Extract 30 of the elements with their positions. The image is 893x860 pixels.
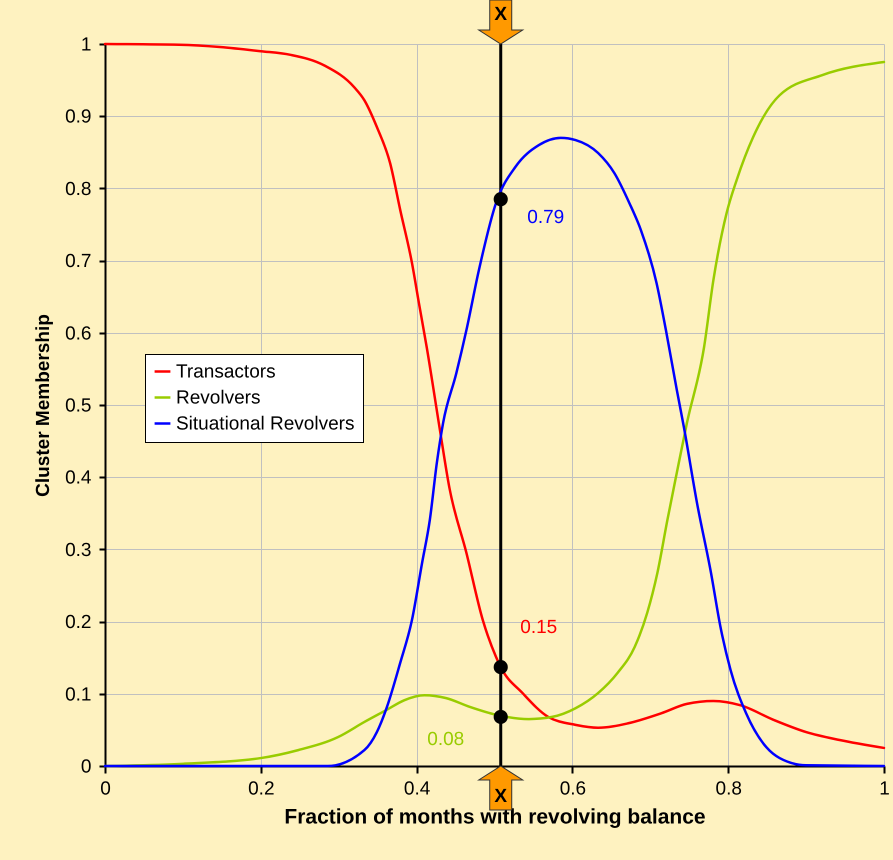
legend-label: Revolvers — [176, 388, 260, 408]
x-tick-label: 0.4 — [404, 778, 431, 800]
y-tick-label: 0.3 — [65, 540, 92, 561]
x-tick-label: 0 — [100, 778, 111, 800]
legend-label: Situational Revolvers — [176, 414, 354, 434]
point — [494, 660, 508, 674]
x-tick-label: 0.8 — [715, 778, 742, 800]
y-tick-label: 0.4 — [65, 468, 92, 489]
point — [494, 710, 508, 724]
point — [494, 192, 508, 206]
ref-line-label: X — [494, 4, 508, 25]
y-tick-label: 0.8 — [65, 178, 92, 200]
y-axis-title: Cluster Membership — [33, 314, 54, 497]
y-tick-label: 0 — [80, 756, 92, 778]
x-axis-title: Fraction of months with revolving balance — [284, 806, 706, 828]
y-tick-label: 1 — [80, 34, 92, 56]
annotation: 0.79 — [527, 207, 564, 228]
x-tick-label: 0.6 — [560, 778, 586, 800]
y-tick-label: 0.5 — [65, 396, 92, 416]
y-tick-label: 0.1 — [65, 684, 92, 706]
legend-label: Transactors — [176, 362, 276, 382]
y-tick-label: 0.9 — [65, 106, 92, 128]
annotation: 0.08 — [427, 728, 464, 750]
y-tick-label: 0.2 — [65, 612, 92, 634]
y-tick-label: 0.6 — [65, 323, 92, 344]
annotation: 0.15 — [520, 617, 558, 638]
y-tick-label: 0.7 — [65, 251, 92, 272]
x-tick-label: 1 — [879, 778, 890, 800]
x-tick-label: 0.2 — [248, 778, 275, 800]
text: X — [494, 786, 508, 807]
